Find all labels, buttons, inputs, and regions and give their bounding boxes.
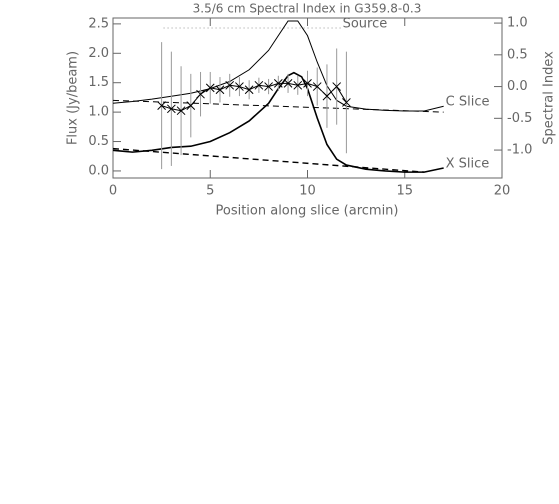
marker: [303, 79, 312, 88]
y2-axis-label: Spectral Index: [542, 51, 557, 145]
marker: [186, 101, 196, 110]
marker: [176, 106, 186, 116]
marker: [264, 82, 273, 91]
marker: [322, 91, 332, 101]
y-tick-label: 1.0: [88, 105, 109, 120]
y2-tick-label: -0.5: [507, 111, 532, 126]
x-tick-label: 10: [299, 184, 316, 199]
marker: [293, 80, 303, 90]
series-line: [112, 147, 425, 173]
series-label: Source: [343, 17, 388, 32]
marker: [157, 101, 166, 110]
y-tick-label: 2.5: [88, 16, 109, 31]
series-line: [112, 71, 444, 173]
y-tick-label: 2.0: [88, 46, 109, 61]
series-line: [112, 20, 444, 112]
marker: [235, 82, 244, 91]
y-axis-label: Flux (Jy/beam): [66, 51, 81, 145]
marker: [225, 80, 235, 90]
x-tick-label: 15: [396, 184, 413, 199]
x-axis-label: Position along slice (arcmin): [215, 204, 398, 219]
chart-title: 3.5/6 cm Spectral Index in G359.8-0.3: [193, 2, 422, 16]
marker: [205, 83, 215, 93]
y2-tick-label: 0.5: [507, 47, 528, 62]
marker: [312, 82, 322, 91]
marker: [244, 85, 254, 95]
series-label: C Slice: [446, 95, 490, 110]
y-tick-label: 0.0: [88, 163, 109, 178]
x-tick-label: 20: [494, 184, 511, 199]
series-label: X Slice: [446, 157, 490, 172]
y-tick-label: 0.5: [88, 134, 109, 149]
marker: [273, 79, 283, 88]
marker: [215, 85, 225, 95]
marker: [342, 98, 351, 107]
y-tick-label: 1.5: [88, 75, 109, 90]
marker: [254, 80, 264, 90]
x-tick-label: 0: [109, 184, 117, 199]
marker: [196, 89, 205, 99]
y2-tick-label: 1.0: [507, 16, 528, 31]
marker: [332, 82, 342, 91]
marker: [166, 104, 176, 114]
series-line: [112, 99, 444, 113]
y2-tick-label: -1.0: [507, 143, 532, 158]
y2-tick-label: 0.0: [507, 79, 528, 94]
marker: [283, 79, 293, 88]
x-tick-label: 5: [206, 184, 214, 199]
